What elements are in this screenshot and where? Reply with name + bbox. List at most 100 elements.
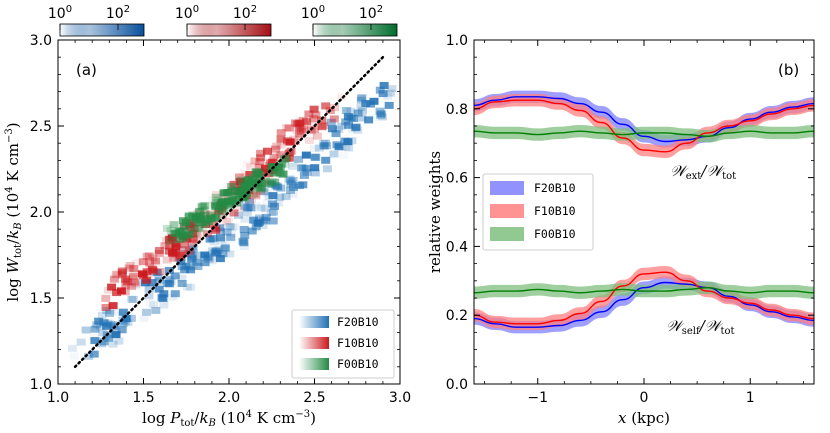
heatmap-cell bbox=[208, 196, 217, 204]
heatmap-cell bbox=[231, 185, 241, 193]
heatmap-cell bbox=[69, 352, 79, 360]
heatmap-cell bbox=[256, 185, 266, 193]
heatmap-cell bbox=[295, 124, 305, 132]
heatmap-cell bbox=[240, 232, 250, 240]
heatmap-cell bbox=[107, 283, 117, 291]
heatmap-cell bbox=[266, 209, 276, 217]
heatmap-cell bbox=[154, 285, 164, 293]
heatmap-cell bbox=[280, 155, 290, 162]
heatmap-cell bbox=[197, 225, 207, 233]
heatmap-cell bbox=[317, 116, 327, 124]
heatmap-cell bbox=[147, 262, 157, 270]
heatmap-cell bbox=[314, 144, 324, 152]
heatmap-cell bbox=[263, 170, 273, 178]
heatmap-cell bbox=[234, 204, 244, 212]
x-tick-label: 2.5 bbox=[303, 390, 325, 406]
heatmap-cell bbox=[245, 198, 254, 206]
heatmap-cell bbox=[109, 321, 119, 329]
heatmap-cell bbox=[293, 120, 303, 128]
heatmap-cell bbox=[186, 251, 196, 259]
heatmap-cell bbox=[321, 156, 331, 164]
heatmap-cell bbox=[159, 301, 169, 309]
y-tick-label: 2.5 bbox=[30, 119, 52, 135]
heatmap-cell bbox=[168, 293, 178, 301]
band-self-F10B10 bbox=[474, 266, 814, 330]
heatmap-cell bbox=[195, 207, 205, 215]
y-tick-label: 0.6 bbox=[446, 171, 468, 187]
heatmap-cell bbox=[129, 265, 139, 273]
heatmap-cell bbox=[118, 320, 128, 328]
annotation-self: 𝒲self/𝒲tot bbox=[666, 317, 735, 337]
heatmap-cell bbox=[218, 250, 228, 258]
heatmap-cell bbox=[131, 282, 141, 290]
heatmap-cell bbox=[204, 255, 214, 263]
heatmap-cell bbox=[286, 186, 295, 194]
heatmap-cell bbox=[108, 302, 118, 310]
band-self-F00B10 bbox=[474, 281, 814, 299]
heatmap-cell bbox=[248, 173, 258, 181]
line-self-F20B10 bbox=[473, 281, 815, 328]
heatmap-cell bbox=[142, 252, 152, 260]
heatmap-cell bbox=[144, 292, 154, 300]
heatmap-cell bbox=[164, 235, 174, 243]
heatmap-cell bbox=[260, 205, 270, 213]
heatmap-cell bbox=[274, 199, 283, 207]
heatmap-cell bbox=[229, 209, 239, 217]
colorbar-bar bbox=[186, 23, 272, 37]
heatmap-cell bbox=[97, 340, 107, 348]
heatmap-cell bbox=[244, 176, 253, 184]
heatmap-cell bbox=[200, 251, 210, 259]
heatmap-cell bbox=[186, 249, 196, 257]
heatmap-cell bbox=[145, 299, 155, 307]
heatmap-cell bbox=[356, 104, 366, 112]
panel-a-ylabel: log Wtot/kB (104 K cm−3) bbox=[4, 122, 24, 301]
heatmap-cell bbox=[326, 118, 336, 126]
heatmap-cell bbox=[121, 275, 131, 283]
heatmap-cell bbox=[225, 250, 235, 258]
heatmap-cell bbox=[321, 102, 331, 110]
heatmap-cell bbox=[206, 209, 216, 217]
heatmap-cell bbox=[304, 110, 314, 118]
heatmap-cell bbox=[240, 169, 250, 177]
heatmap-cell bbox=[258, 168, 268, 176]
heatmap-cell bbox=[183, 283, 192, 291]
heatmap-cell bbox=[147, 279, 157, 287]
heatmap-cell bbox=[268, 192, 278, 200]
heatmap-cell bbox=[142, 276, 152, 284]
heatmap-cell bbox=[169, 229, 179, 237]
heatmap-cell bbox=[188, 215, 198, 223]
heatmap-cell bbox=[255, 174, 265, 182]
heatmap-cell bbox=[341, 143, 351, 151]
heatmap-cell bbox=[151, 306, 161, 314]
heatmap-cell bbox=[106, 320, 116, 328]
heatmap-cell bbox=[157, 293, 167, 301]
colorbar-bar bbox=[59, 23, 145, 37]
colorbars: 100 102 100 102 100 102 bbox=[48, 4, 398, 37]
heatmap-cell bbox=[261, 164, 270, 172]
heatmap-cell bbox=[177, 274, 187, 282]
heatmap-cell bbox=[284, 154, 294, 162]
heatmap-cell bbox=[123, 311, 133, 319]
heatmap-cell bbox=[190, 230, 200, 238]
heatmap-cell bbox=[385, 89, 395, 97]
heatmap-cell bbox=[281, 193, 291, 201]
heatmap-cell bbox=[263, 147, 272, 155]
heatmap-cell bbox=[262, 199, 272, 206]
heatmap-cell bbox=[120, 318, 130, 326]
heatmap-cell bbox=[236, 176, 246, 184]
heatmap-cell bbox=[226, 235, 236, 243]
y-tick-label: 0.0 bbox=[446, 377, 468, 393]
heatmap-cell bbox=[138, 258, 148, 266]
heatmap-cell bbox=[361, 100, 371, 107]
heatmap-cell bbox=[311, 153, 321, 161]
panel-a: 100 102 100 102 100 102 1.0 1.5 2.0 2.5 3.0 1.0 1.5… bbox=[4, 4, 411, 429]
heatmap-cell bbox=[265, 178, 275, 186]
heatmap-cell bbox=[268, 200, 277, 208]
heatmap-cell bbox=[207, 257, 217, 265]
heatmap-cell bbox=[247, 227, 257, 235]
line-ext-F00B10 bbox=[473, 130, 815, 138]
heatmap-cell bbox=[239, 239, 249, 247]
heatmap-cell bbox=[211, 247, 221, 255]
heatmap-cell bbox=[294, 182, 304, 190]
heatmap-cell bbox=[310, 145, 319, 153]
